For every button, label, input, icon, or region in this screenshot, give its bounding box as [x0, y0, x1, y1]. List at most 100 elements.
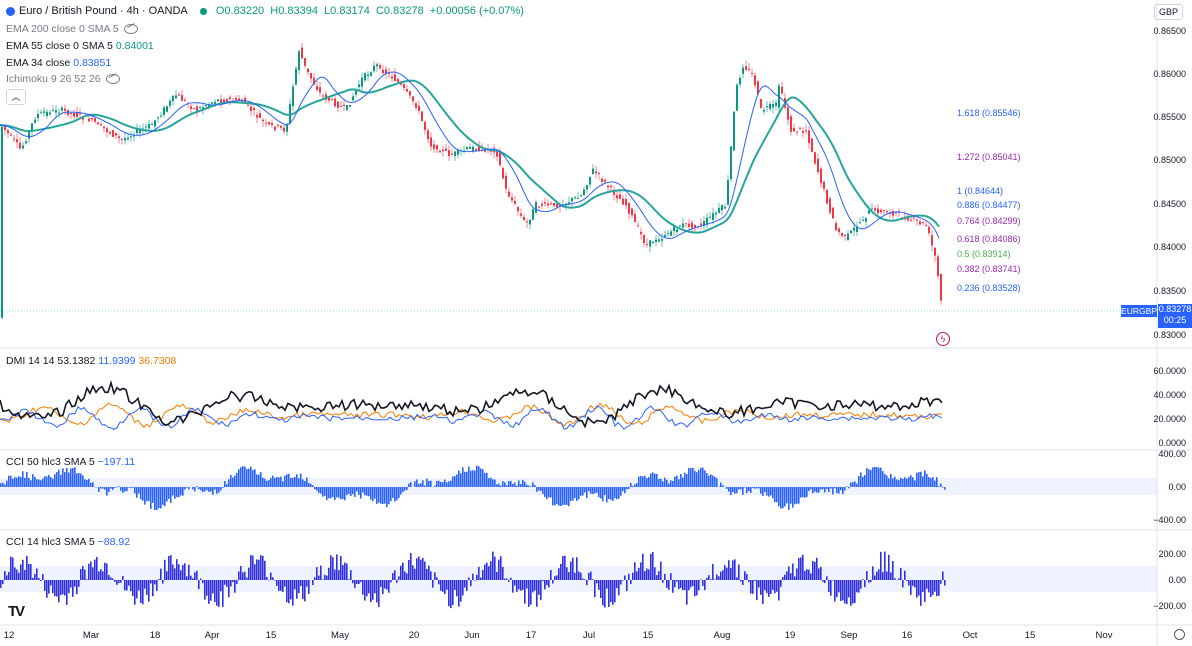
cci14-bar — [250, 555, 252, 580]
cci50-bar — [930, 478, 932, 487]
cci14-bar — [178, 564, 180, 580]
cci50-bar — [532, 482, 534, 487]
cci14-bar — [372, 580, 374, 600]
lightning-icon[interactable]: ϟ — [936, 332, 950, 346]
cci50-bar — [758, 487, 760, 489]
collapse-legend-button[interactable]: ︿ — [6, 89, 26, 105]
cci14-bar — [400, 565, 402, 580]
cci50-bar — [934, 480, 936, 487]
cci14-bar — [202, 580, 204, 584]
cci50-bar — [728, 487, 730, 492]
candle-body — [103, 126, 105, 129]
cci50-bar — [372, 487, 374, 502]
candle-body — [49, 112, 51, 115]
cci14-legend[interactable]: CCI 14 hlc3 SMA 5 −88.92 — [6, 536, 130, 548]
cci50-bar — [294, 476, 296, 487]
tradingview-logo[interactable]: TV — [8, 603, 25, 620]
cci14-bar — [816, 557, 818, 580]
ema200-legend[interactable]: EMA 200 close 0 SMA 5 — [6, 23, 138, 35]
cci14-bar — [284, 580, 286, 587]
cci50-bar — [722, 485, 724, 487]
cci14-bar — [358, 580, 360, 584]
cci14-bar — [742, 580, 744, 586]
cci50-bar — [362, 487, 364, 493]
hidden-eye-icon[interactable] — [123, 24, 138, 35]
candle-body — [712, 213, 714, 220]
symbol-legend[interactable]: Euro / British Pound · 4h · OANDA O0.832… — [6, 5, 527, 17]
gear-icon[interactable] — [1174, 629, 1185, 640]
cci14-bar — [510, 577, 512, 580]
cci14-bar — [294, 580, 296, 590]
cci50-bar — [534, 485, 536, 487]
cci14-bar — [708, 575, 710, 580]
cci50-bar — [460, 473, 462, 487]
ema34-legend[interactable]: EMA 34 close 0.83851 — [6, 57, 111, 69]
cci14-bar — [818, 568, 820, 580]
cci14-bar — [694, 580, 696, 597]
ema34-value: 0.83851 — [73, 57, 112, 69]
candle-body — [913, 217, 915, 219]
candle-body — [139, 129, 141, 133]
cci14-bar — [238, 571, 240, 580]
candle-body — [802, 130, 804, 133]
cci14-bar — [650, 553, 652, 580]
candle-body — [37, 114, 39, 118]
cci50-bar — [54, 474, 56, 487]
cci50-bar — [766, 487, 768, 496]
candle-body — [76, 112, 78, 118]
candle-body — [151, 123, 153, 125]
candle-body — [115, 132, 117, 136]
cci50-bar — [590, 487, 592, 494]
cci50-bar — [62, 468, 64, 487]
cci50-bar — [914, 480, 916, 487]
cci50-bar — [158, 487, 160, 509]
cci14-bar — [274, 580, 276, 581]
cci14-bar — [354, 580, 356, 588]
cci14-bar — [882, 572, 884, 580]
cci50-bar — [478, 466, 480, 487]
cci14-bar — [730, 567, 732, 580]
cci14-bar — [836, 580, 838, 598]
cci50-bar — [620, 487, 622, 496]
ema55-legend[interactable]: EMA 55 close 0 SMA 5 0.84001 — [6, 40, 154, 52]
cci14-bar — [638, 567, 640, 580]
cci50-bar — [124, 487, 126, 492]
ichimoku-legend[interactable]: Ichimoku 9 26 52 26 — [6, 73, 120, 85]
cci50-bar — [104, 487, 106, 490]
cci14-bar — [464, 580, 466, 588]
cci14-bar — [76, 580, 78, 595]
cci50-bar — [346, 487, 348, 496]
cci50-bar — [24, 477, 26, 487]
cci50-bar — [172, 487, 174, 496]
hidden-eye-icon[interactable] — [105, 74, 120, 85]
candle-body — [745, 66, 747, 70]
currency-button[interactable]: GBP — [1153, 4, 1183, 20]
time-tick: 18 — [149, 630, 161, 641]
cci14-bar — [434, 572, 436, 580]
cci50-bar — [936, 477, 938, 487]
cci14-bar — [834, 580, 836, 602]
cci14-bar — [656, 575, 658, 580]
cci50-bar — [596, 487, 598, 493]
cci50-bar — [588, 487, 590, 492]
cci14-bar — [720, 571, 722, 580]
cci50-bar — [612, 487, 614, 501]
cci14-bar — [850, 580, 852, 606]
cci14-bar — [230, 580, 232, 587]
cci50-legend[interactable]: CCI 50 hlc3 SMA 5 −197.11 — [6, 456, 135, 468]
cci14-bar — [506, 578, 508, 580]
cci14-bar — [32, 577, 34, 580]
cci50-bar — [812, 487, 814, 494]
cci14-bar — [324, 574, 326, 580]
cci14-bar — [30, 564, 32, 580]
candle-body — [826, 189, 828, 204]
cci50-bar — [860, 472, 862, 487]
dmi-legend[interactable]: DMI 14 14 53.1382 11.9399 36.7308 — [6, 355, 176, 367]
cci50-bar — [494, 479, 496, 487]
candle-body — [937, 256, 939, 276]
cci14-bar — [46, 580, 48, 598]
cci14-bar — [480, 577, 482, 580]
cci14-bar — [308, 580, 310, 594]
cci14-bar — [54, 580, 56, 597]
